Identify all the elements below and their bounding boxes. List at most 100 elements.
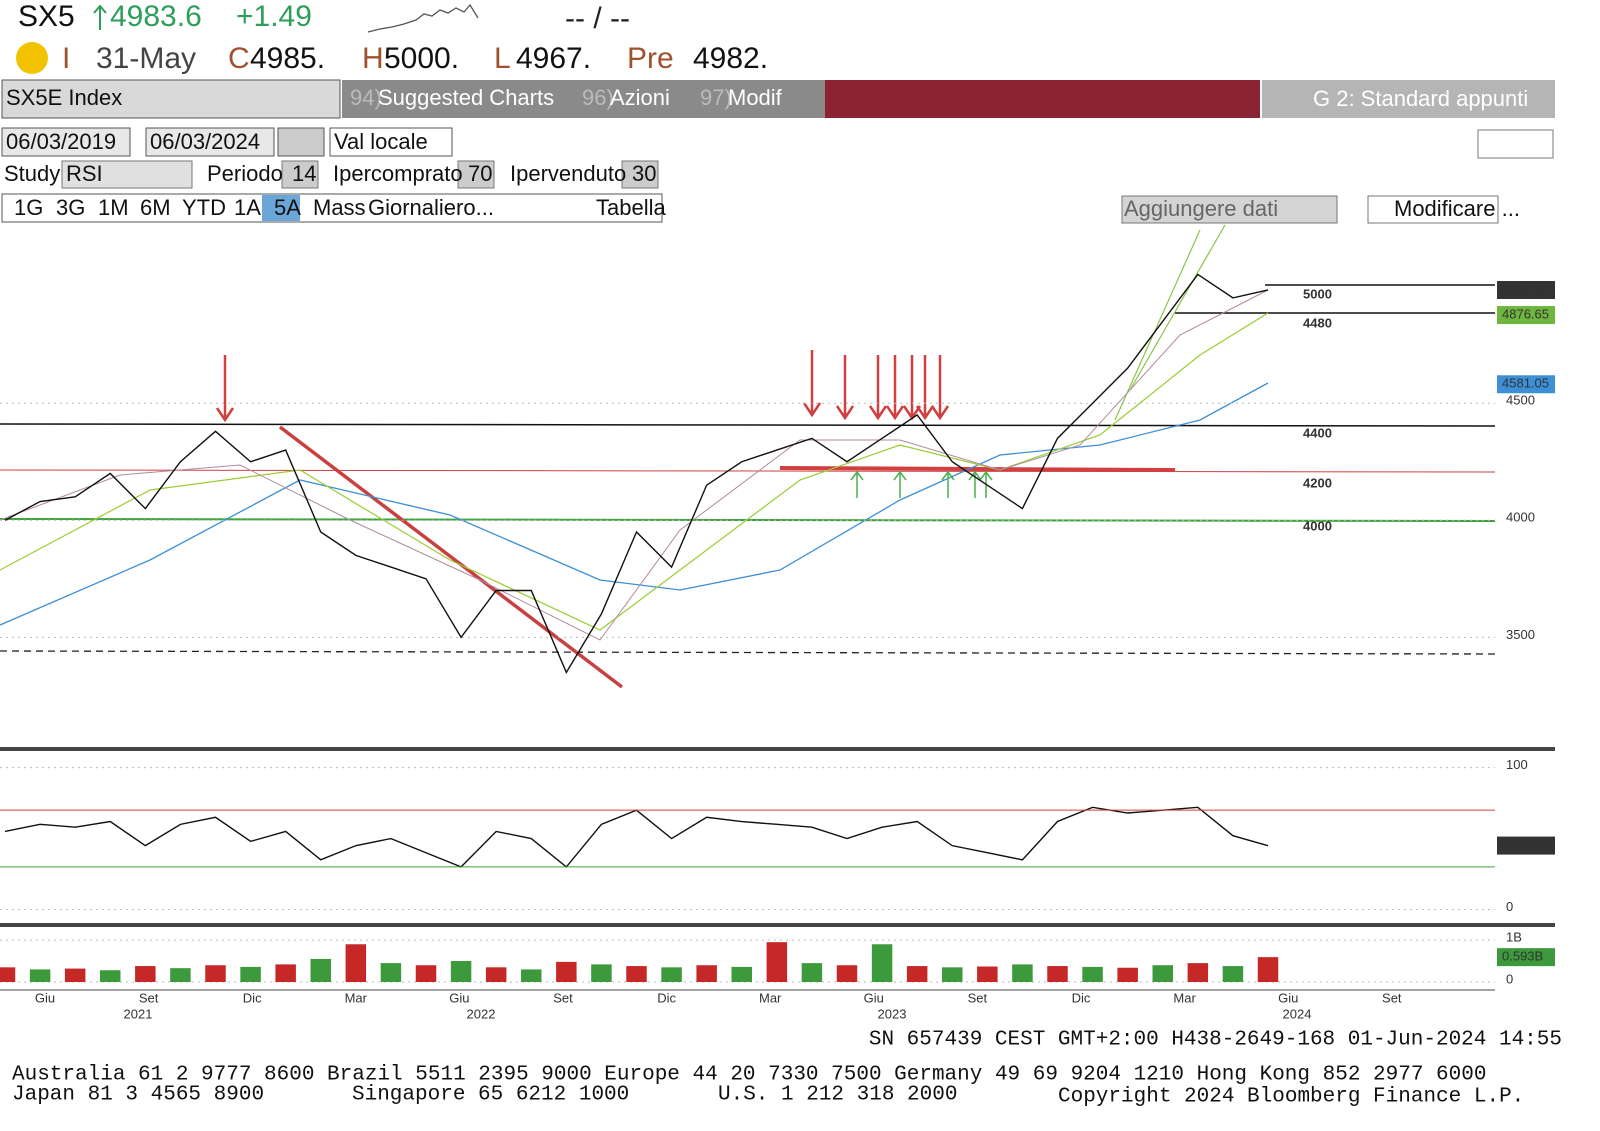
y-tick-label: 4500 (1506, 393, 1535, 408)
x-year-label: 2021 (124, 1006, 153, 1021)
x-month-label: Dic (657, 990, 676, 1005)
volume-bar (1187, 963, 1209, 982)
menu-item[interactable]: Azioni (610, 85, 670, 110)
last-value-tag (1497, 836, 1555, 855)
start-date: 06/03/2019 (6, 129, 116, 154)
level-annotation: 4400 (1303, 425, 1332, 440)
quote-value: 4982. (693, 42, 768, 75)
x-month-label: Giu (1278, 990, 1298, 1005)
last-value-tag (1497, 375, 1555, 394)
volume-bar (415, 965, 437, 982)
currency-box[interactable] (329, 127, 453, 157)
last-value-tag (1497, 948, 1555, 967)
level-annotation: 4200 (1303, 475, 1332, 490)
date-box[interactable] (1, 127, 131, 157)
x-month-label: Giu (35, 990, 55, 1005)
volume-bar (1012, 964, 1033, 982)
volume-bar (310, 958, 331, 982)
period-box[interactable] (281, 160, 319, 189)
menu-number: 97) (700, 85, 732, 110)
volume-bar (661, 967, 682, 982)
range-button[interactable]: YTD (182, 195, 226, 220)
status-line: SN 657439 CEST GMT+2:00 H438-2649-168 01… (869, 1029, 1562, 1052)
level-annotation: 4480 (1303, 315, 1332, 330)
x-month-label: Giu (864, 990, 884, 1005)
menu-item[interactable]: Modif (728, 85, 783, 110)
x-month-label: Giu (449, 990, 469, 1005)
range-button[interactable]: 1G (14, 195, 43, 220)
red-bar (825, 80, 1260, 118)
nav-button[interactable] (277, 127, 325, 157)
menu-bar (342, 80, 825, 118)
price-line (4, 273, 1269, 674)
volume-bar (1257, 957, 1279, 982)
volume-bar (1082, 966, 1103, 982)
y-tick-label: 0 (1506, 971, 1513, 986)
volume-bar (450, 961, 472, 982)
volume-bar (942, 967, 963, 982)
quote-type: I (62, 42, 70, 75)
change: +1.49 (236, 0, 312, 33)
period-label: Periodo (207, 161, 283, 186)
volume-bar (170, 968, 191, 982)
table-button[interactable]: Tabella (596, 195, 666, 220)
period: 14 (292, 161, 316, 186)
currency: Val locale (334, 129, 428, 154)
menu-number: 96) (582, 85, 614, 110)
study-box[interactable] (61, 160, 193, 189)
volume-bar (801, 963, 823, 982)
last-value-label: 4983.67 (1502, 281, 1549, 296)
oversold: 30 (632, 161, 656, 186)
arrow-up: -- / -- (565, 2, 630, 35)
volume-toggle[interactable]: Mass (313, 195, 366, 220)
x-month-label: Set (553, 990, 573, 1005)
contacts: Singapore 65 6212 1000 (352, 1084, 629, 1107)
price-line (4, 806, 1269, 868)
last-value-label: 45.0379 (1501, 837, 1548, 852)
range-button[interactable]: 5A (274, 195, 301, 220)
x-month-label: Set (1382, 990, 1402, 1005)
security-box[interactable] (1, 79, 341, 119)
volume-bar (380, 963, 402, 982)
x-month-label: Set (968, 990, 988, 1005)
overbought-box[interactable] (457, 160, 495, 189)
contacts: U.S. 1 212 318 2000 (718, 1084, 957, 1107)
level-annotation: 5000 (1303, 286, 1332, 301)
range-active (262, 195, 300, 221)
y-tick-label: 4000 (1506, 510, 1535, 525)
volume-bar (696, 965, 717, 982)
edit[interactable]: Modificare ... (1394, 196, 1520, 221)
oversold-box[interactable] (621, 160, 659, 189)
range-button[interactable]: 1M (98, 195, 129, 220)
menu-item[interactable]: Suggested Charts (378, 85, 554, 110)
volume-bar (0, 967, 16, 982)
contacts: Copyright 2024 Bloomberg Finance L.P. (1058, 1086, 1524, 1109)
volume-bar (345, 944, 367, 982)
up-arrow (93, 4, 107, 30)
undo-box[interactable] (1477, 129, 1554, 159)
volume-bar (275, 964, 296, 982)
x-year-label: 2022 (467, 1006, 496, 1021)
last-value-label: 0.593B (1502, 949, 1543, 964)
range-button[interactable]: 1A (234, 195, 261, 220)
x-month-label: Dic (1072, 990, 1091, 1005)
add-data-box[interactable] (1121, 195, 1338, 224)
range-button[interactable]: 3G (56, 195, 85, 220)
volume-bar (135, 966, 156, 982)
date-box[interactable] (145, 127, 275, 157)
volume-bar (836, 965, 858, 982)
frequency[interactable]: Giornaliero... (368, 195, 494, 220)
range-button[interactable]: 6M (140, 195, 171, 220)
speed-icon (16, 42, 48, 74)
y-tick-label: 0 (1506, 899, 1513, 914)
last-price: 4983.6 (110, 0, 202, 33)
volume-bar (556, 961, 577, 982)
quote-label: L (494, 42, 511, 75)
edit-box[interactable] (1367, 195, 1499, 224)
quote-label: C (228, 42, 250, 75)
study-label: Study (4, 161, 60, 186)
volume-bar (521, 969, 542, 982)
level-annotation: 4000 (1303, 518, 1332, 533)
layout-box[interactable] (1262, 80, 1555, 118)
